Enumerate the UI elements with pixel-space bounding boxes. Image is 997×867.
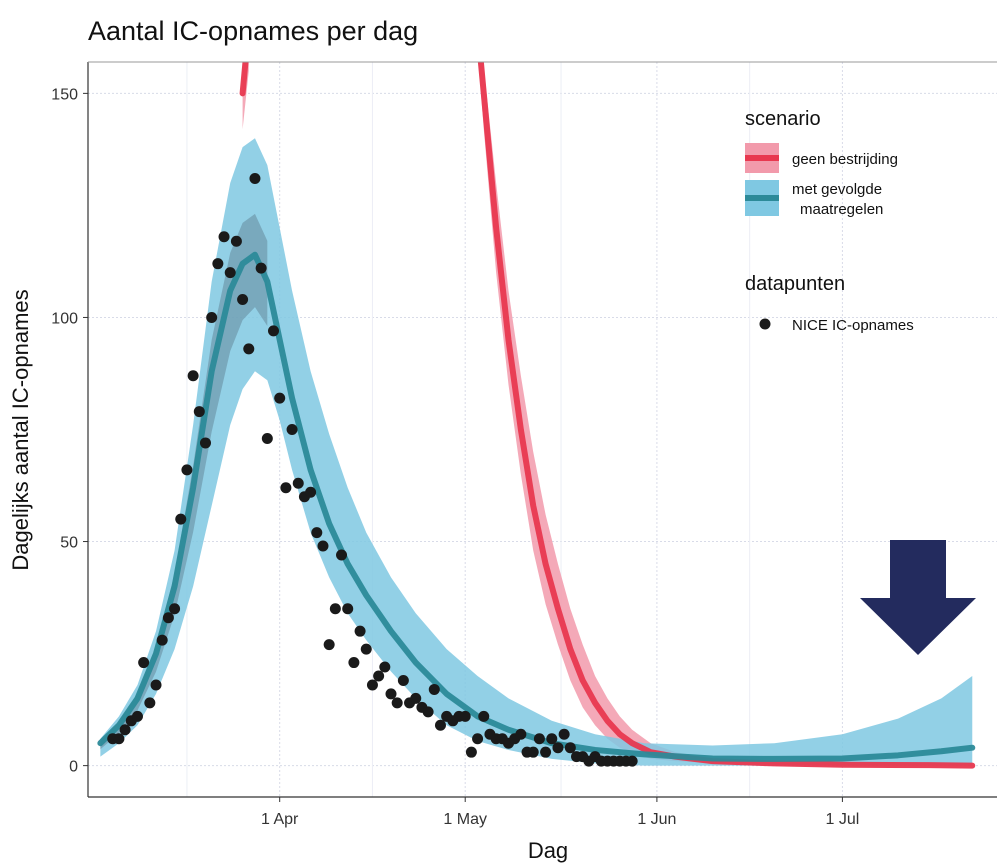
- data-point: [169, 603, 181, 615]
- data-point: [175, 513, 187, 525]
- data-point: [336, 549, 348, 561]
- data-point: [268, 325, 280, 337]
- data-point: [626, 755, 638, 767]
- y-tick-labels: 0 50 100 150: [51, 86, 78, 775]
- data-point: [360, 643, 372, 655]
- data-point: [348, 657, 360, 669]
- line-geen-bestrijding-0: [239, 62, 249, 97]
- data-point: [373, 670, 385, 682]
- data-point: [478, 710, 490, 722]
- data-point: [255, 262, 267, 274]
- data-point: [515, 728, 527, 740]
- data-point: [391, 697, 403, 709]
- band-overlap-shade: [100, 213, 268, 750]
- data-point: [230, 235, 242, 247]
- data-point: [237, 294, 249, 306]
- data-point: [243, 343, 255, 355]
- data-point: [212, 258, 224, 270]
- data-point: [144, 697, 156, 709]
- data-point: [552, 742, 564, 754]
- legend-scenario-title: scenario: [745, 108, 821, 130]
- data-point: [261, 432, 273, 444]
- data-point: [280, 482, 292, 494]
- data-point: [366, 679, 378, 691]
- y-tick-label: 150: [51, 86, 78, 103]
- data-point: [379, 661, 391, 673]
- x-tick-label: 1 Jun: [637, 811, 676, 828]
- series-lines: [97, 62, 976, 769]
- data-point: [292, 477, 304, 489]
- data-point: [546, 733, 558, 745]
- x-tick-labels: 1 Apr 1 May 1 Jun 1 Jul: [261, 811, 859, 828]
- data-point: [131, 710, 143, 722]
- data-point: [329, 603, 341, 615]
- data-point: [162, 612, 174, 624]
- legend: scenario geen bestrijding met gevolgde m…: [745, 108, 914, 334]
- data-point: [323, 639, 335, 651]
- axes: [83, 61, 997, 802]
- data-point: [342, 603, 354, 615]
- legend-key-nice-ic-opnames: [759, 318, 771, 330]
- x-tick-label: 1 Jul: [826, 811, 860, 828]
- data-points: [107, 173, 638, 767]
- data-point: [181, 464, 193, 476]
- data-point: [119, 724, 131, 736]
- data-point: [434, 719, 446, 731]
- data-point: [286, 424, 298, 435]
- data-point: [385, 688, 397, 700]
- data-point: [527, 746, 539, 758]
- data-point: [422, 706, 434, 718]
- legend-line-met-gevolgde-maatregelen: [745, 195, 779, 201]
- line-met-gevolgde-maatregelen-2: [97, 251, 976, 762]
- data-point: [354, 625, 366, 637]
- x-tick-label: 1 Apr: [261, 811, 299, 828]
- legend-label-met-gevolgde: met gevolgde: [792, 181, 882, 198]
- data-point: [113, 733, 125, 745]
- y-tick-label: 50: [60, 535, 78, 552]
- data-point: [397, 674, 409, 686]
- data-point: [317, 540, 329, 552]
- data-point: [305, 486, 317, 498]
- x-axis-label: Dag: [528, 838, 568, 863]
- data-point: [459, 710, 471, 722]
- y-tick-label: 0: [69, 759, 78, 776]
- data-point: [472, 733, 484, 745]
- y-tick-label: 100: [51, 310, 78, 327]
- data-point: [156, 634, 168, 646]
- legend-line-geen-bestrijding: [745, 155, 779, 161]
- data-point: [428, 683, 440, 695]
- data-point: [199, 437, 211, 449]
- data-point: [465, 746, 477, 758]
- data-point: [311, 527, 323, 539]
- y-axis-label: Dagelijks aantal IC-opnames: [8, 289, 33, 570]
- data-point: [187, 370, 199, 382]
- data-point: [540, 746, 552, 758]
- data-point: [138, 657, 150, 669]
- line-geen-bestrijding-1: [477, 62, 976, 769]
- data-point: [564, 742, 576, 754]
- legend-label-geen-bestrijding: geen bestrijding: [792, 151, 898, 168]
- data-point: [206, 311, 218, 323]
- data-point: [249, 173, 261, 185]
- legend-label-nice-ic-opnames: NICE IC-opnames: [792, 317, 914, 334]
- data-point: [410, 692, 422, 704]
- x-tick-label: 1 May: [443, 811, 487, 828]
- legend-label-maatregelen: maatregelen: [800, 201, 883, 218]
- data-point: [193, 406, 205, 418]
- down-arrow-icon: [860, 540, 976, 655]
- data-point: [274, 392, 286, 404]
- data-point: [218, 231, 230, 243]
- chart-title: Aantal IC-opnames per dag: [88, 16, 418, 46]
- data-point: [533, 733, 545, 745]
- data-point: [224, 267, 236, 279]
- data-point: [150, 679, 162, 691]
- legend-points-title: datapunten: [745, 273, 845, 295]
- data-point: [558, 728, 570, 740]
